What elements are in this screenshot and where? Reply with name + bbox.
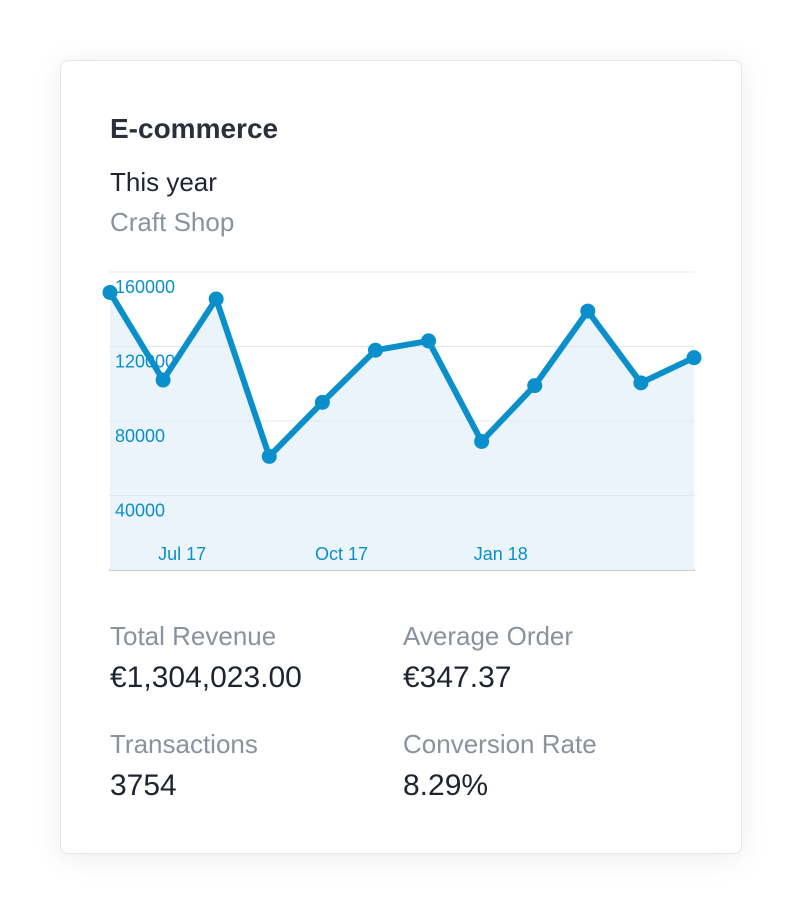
point (633, 375, 649, 391)
x-tick-label: Jan 18 (474, 544, 528, 564)
point (208, 291, 224, 307)
stat-value: €347.37 (403, 661, 512, 694)
x-tick-label: Oct 17 (315, 544, 368, 564)
line (107, 290, 696, 460)
point (367, 342, 383, 358)
stat-value: 3754 (110, 769, 177, 802)
y-tick-label: 40000 (115, 500, 165, 520)
stat-value: €1,304,023.00 (110, 661, 302, 694)
stat-label: Conversion Rate (403, 729, 597, 759)
stat-label: Average Order (403, 621, 574, 651)
stat-label: Total Revenue (110, 621, 277, 651)
y-tick-label: 160000 (115, 277, 175, 297)
x-tick-label: Jul 17 (158, 544, 206, 564)
source: Craft Shop (110, 207, 235, 237)
area (110, 292, 694, 570)
card-title: E-commerce (110, 113, 279, 144)
point (527, 378, 543, 394)
point (580, 303, 596, 319)
point (155, 372, 171, 388)
point (686, 350, 702, 366)
point (314, 394, 330, 410)
y-tick-label: 80000 (115, 426, 165, 446)
stat-label: Transactions (110, 729, 258, 759)
point (102, 284, 118, 300)
stat-value: 8.29% (403, 769, 489, 802)
y-tick-label: 120000 (115, 351, 175, 371)
point (421, 333, 437, 349)
period: This year (110, 167, 217, 197)
point (261, 448, 277, 464)
point (474, 433, 490, 449)
